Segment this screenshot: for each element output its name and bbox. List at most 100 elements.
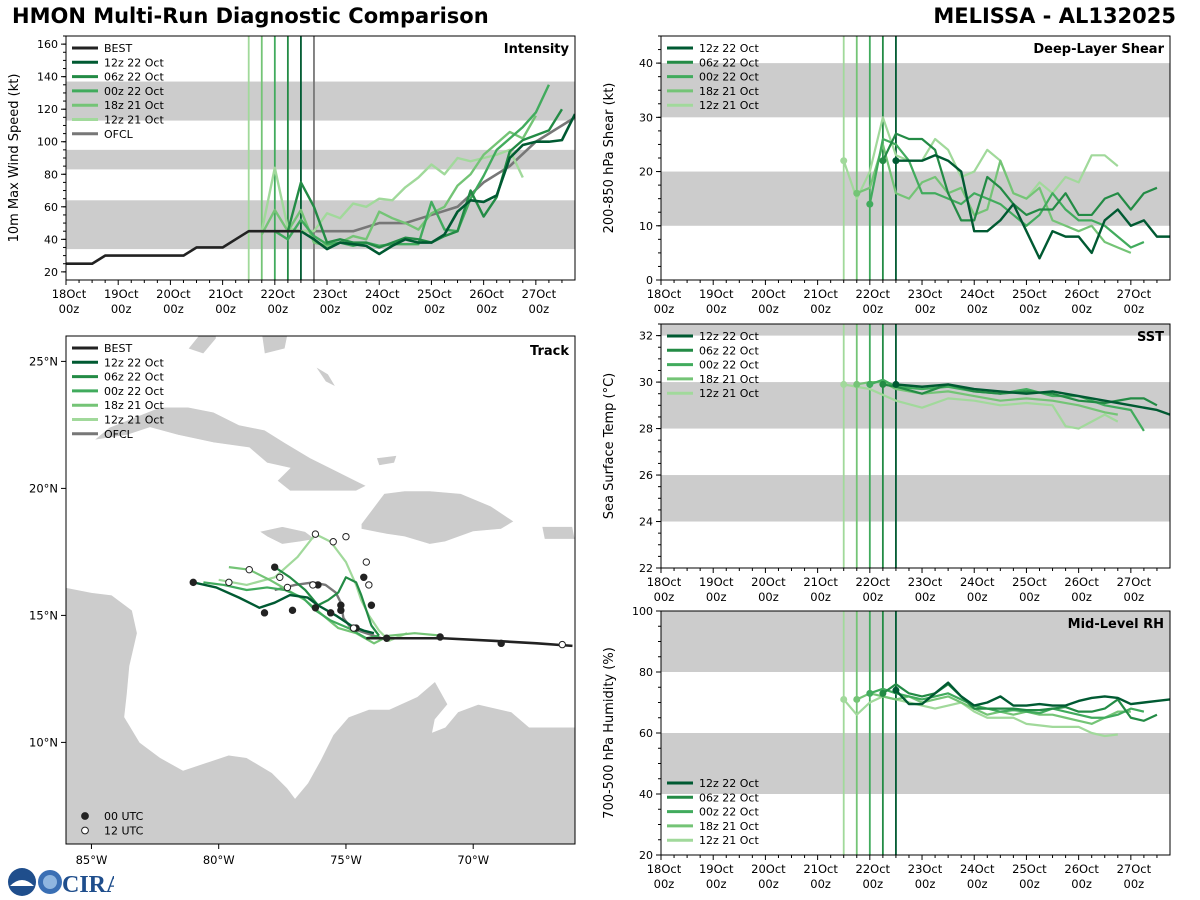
x-tick-label: 80°W <box>203 853 235 867</box>
x-tick-label: 20Oct <box>751 862 786 876</box>
x-tick-label: 21Oct <box>208 287 243 301</box>
band-intensity-2 <box>66 81 575 121</box>
y-tick-label: 160 <box>37 38 58 51</box>
x-tick-label: 00z <box>810 302 831 316</box>
series-start-marker <box>879 380 887 388</box>
x-tick-label: 00z <box>529 302 550 316</box>
legend-label: BEST <box>104 342 132 355</box>
x-tick-label: 24Oct <box>960 575 995 589</box>
y-tick-label: 20 <box>639 849 653 862</box>
track-marker-00utc <box>337 606 345 615</box>
y-tick-label: 20 <box>639 166 653 179</box>
legend-label: 12z 22 Oct <box>104 356 164 369</box>
y-tick-label: 30 <box>639 111 653 124</box>
y-tick-label: 100 <box>632 605 653 618</box>
x-tick-label: 18Oct <box>647 575 682 589</box>
panel-title: Intensity <box>504 42 570 57</box>
legend-label: 00z 22 Oct <box>699 806 759 819</box>
panel-title: SST <box>1137 330 1164 345</box>
south-america-land <box>66 587 575 844</box>
x-tick-label: 18Oct <box>647 862 682 876</box>
puerto-rico-land <box>541 526 575 540</box>
storm-title: MELISSA - AL132025 <box>933 4 1176 28</box>
series-r12z22 <box>300 113 575 256</box>
legend-label: 18z 21 Oct <box>699 373 759 386</box>
legend-label: 00z 22 Oct <box>104 85 164 98</box>
legend-label: 18z 21 Oct <box>699 820 759 833</box>
track-marker-00utc <box>260 609 269 617</box>
x-tick-label: 00z <box>967 302 988 316</box>
y-tick-label: 20°N <box>29 481 58 495</box>
x-tick-label: 00z <box>967 590 988 604</box>
x-tick-label: 75°W <box>330 853 362 867</box>
cira-logo-text: CIRA <box>62 872 114 898</box>
x-tick-label: 00z <box>915 877 936 891</box>
x-tick-label: 26Oct <box>1064 575 1099 589</box>
x-tick-label: 00z <box>1019 877 1040 891</box>
track-marker-12utc <box>311 530 320 538</box>
cira-logo-icon: CIRA <box>8 868 114 898</box>
legend-label: 18z 21 Oct <box>104 99 164 112</box>
legend-label: 06z 22 Oct <box>104 371 164 384</box>
series-start-marker <box>892 686 900 694</box>
series-r18z21 <box>856 143 1132 254</box>
y-tick-label: 30 <box>639 376 653 389</box>
series-r06z22 <box>286 108 563 249</box>
marker-legend-symbol <box>81 812 89 820</box>
x-tick-label: 24Oct <box>365 287 400 301</box>
track-marker-12utc <box>276 573 284 581</box>
series-start-marker <box>879 157 887 165</box>
x-tick-label: 27Oct <box>1117 287 1152 301</box>
x-tick-label: 00z <box>758 877 779 891</box>
legend-label: 00z 22 Oct <box>699 71 759 84</box>
x-tick-label: 00z <box>1019 590 1040 604</box>
track-marker-00utc <box>288 606 297 615</box>
series-r06z22 <box>882 683 1158 722</box>
x-tick-label: 20Oct <box>156 287 191 301</box>
x-tick-label: 00z <box>215 302 236 316</box>
series-start-marker <box>853 380 861 388</box>
track-marker-00utc <box>189 578 197 587</box>
x-tick-label: 00z <box>654 590 675 604</box>
series-ofcl <box>300 116 575 233</box>
band-shear-1 <box>661 63 1170 118</box>
x-tick-label: 00z <box>1124 877 1145 891</box>
x-tick-label: 25Oct <box>1012 575 1047 589</box>
panel-title: Mid-Level RH <box>1068 617 1164 632</box>
series-r06z22 <box>882 383 1158 407</box>
y-tick-label: 40 <box>44 233 58 246</box>
track-marker-12utc <box>342 532 350 541</box>
bahamas-land <box>261 336 288 355</box>
series-start-marker <box>866 200 874 208</box>
legend-label: 12z 22 Oct <box>104 56 164 69</box>
y-tick-label: 24 <box>639 516 653 529</box>
hispaniola-land <box>360 490 515 545</box>
y-tick-label: 80 <box>44 168 58 181</box>
legend-label: 12z 22 Oct <box>699 777 759 790</box>
track-marker-00utc <box>360 573 368 581</box>
x-tick-label: 00z <box>1124 302 1145 316</box>
series-r12z21 <box>843 383 1119 430</box>
y-axis-label: 700-500 hPa Humidity (%) <box>602 647 617 819</box>
x-tick-label: 00z <box>111 302 132 316</box>
y-tick-label: 28 <box>639 423 653 436</box>
x-tick-label: 00z <box>706 877 727 891</box>
track-marker-00utc <box>497 639 505 648</box>
x-tick-label: 00z <box>810 590 831 604</box>
x-tick-label: 00z <box>862 877 883 891</box>
y-tick-label: 25°N <box>29 354 58 368</box>
land-group <box>66 336 575 844</box>
panel-title: Deep-Layer Shear <box>1033 42 1164 57</box>
y-axis-label: 10m Max Wind Speed (kt) <box>7 74 22 243</box>
band-sst-2 <box>661 324 1170 336</box>
tracks-group <box>189 530 573 649</box>
x-tick-label: 00z <box>1124 590 1145 604</box>
y-tick-label: 80 <box>639 666 653 679</box>
legend-label: 12z 21 Oct <box>699 834 759 847</box>
y-tick-label: 60 <box>44 201 58 214</box>
x-tick-label: 00z <box>862 590 883 604</box>
series-best <box>66 229 301 266</box>
x-tick-label: 00z <box>706 302 727 316</box>
y-tick-label: 40 <box>639 788 653 801</box>
